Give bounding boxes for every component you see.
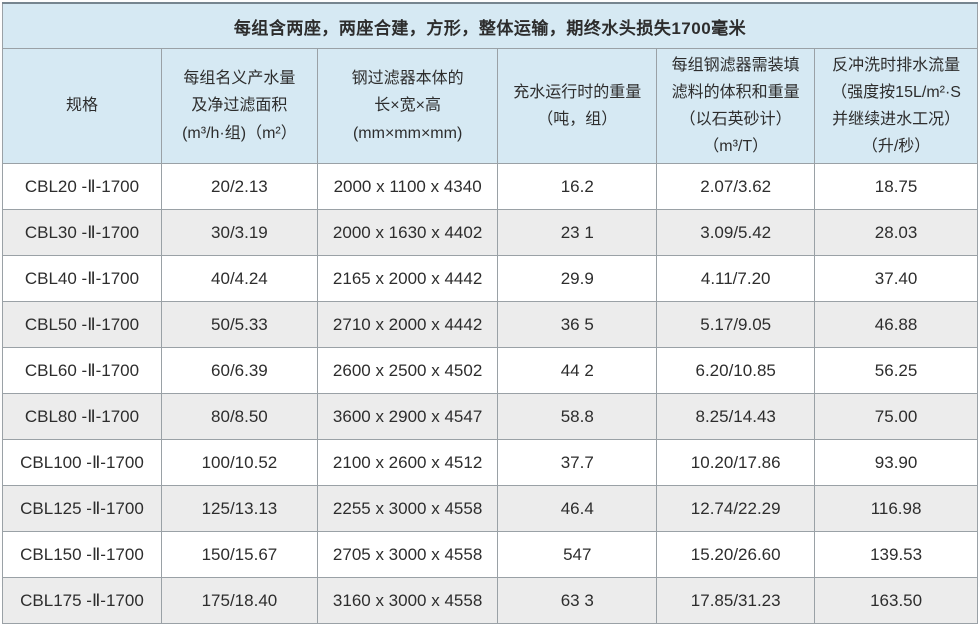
cell-weight: 23 1 — [497, 209, 658, 256]
table-title-row: 每组含两座，两座合建，方形，整体运输，期终水头损失1700毫米 — [2, 2, 978, 49]
cell-weight: 37.7 — [497, 439, 658, 486]
cell-media: 15.20/26.60 — [656, 531, 816, 578]
cell-media: 12.74/22.29 — [656, 485, 816, 532]
col-header-backwash: 反冲洗时排水流量 （强度按15L/m²·S 并继续进水工况） （升/秒） — [814, 48, 978, 164]
col-header-output-area: 每组名义产水量 及净过滤面积 (m³/h·组)（m²） — [160, 48, 318, 164]
col-header-dimensions: 钢过滤器本体的 长×宽×高 (mm×mm×mm) — [316, 48, 499, 164]
cell-weight: 58.8 — [497, 393, 658, 440]
cell-output: 80/8.50 — [160, 393, 318, 440]
cell-media: 10.20/17.86 — [656, 439, 816, 486]
cell-media: 3.09/5.42 — [656, 209, 816, 256]
col-header-weight: 充水运行时的重量 （吨，组） — [497, 48, 658, 164]
table-row: CBL80 -Ⅱ-1700 80/8.50 3600 x 2900 x 4547… — [2, 393, 978, 440]
table-row: CBL40 -Ⅱ-1700 40/4.24 2165 x 2000 x 4442… — [2, 255, 978, 302]
cell-output: 125/13.13 — [160, 485, 318, 532]
cell-backwash: 18.75 — [814, 163, 978, 210]
cell-model: CBL60 -Ⅱ-1700 — [2, 347, 162, 394]
col-header-media: 每组钢滤器需装填 滤料的体积和重量 （以石英砂计） （m³/T） — [656, 48, 816, 164]
cell-dimensions: 2000 x 1630 x 4402 — [316, 209, 499, 256]
table-row: CBL150 -Ⅱ-1700 150/15.67 2705 x 3000 x 4… — [2, 531, 978, 578]
cell-weight: 46.4 — [497, 485, 658, 532]
cell-output: 20/2.13 — [160, 163, 318, 210]
cell-backwash: 37.40 — [814, 255, 978, 302]
cell-dimensions: 3600 x 2900 x 4547 — [316, 393, 499, 440]
cell-weight: 44 2 — [497, 347, 658, 394]
cell-weight: 547 — [497, 531, 658, 578]
cell-backwash: 116.98 — [814, 485, 978, 532]
cell-backwash: 93.90 — [814, 439, 978, 486]
cell-output: 50/5.33 — [160, 301, 318, 348]
cell-output: 40/4.24 — [160, 255, 318, 302]
cell-dimensions: 3160 x 3000 x 4558 — [316, 577, 499, 624]
cell-model: CBL80 -Ⅱ-1700 — [2, 393, 162, 440]
table-row: CBL20 -Ⅱ-1700 20/2.13 2000 x 1100 x 4340… — [2, 163, 978, 210]
cell-media: 2.07/3.62 — [656, 163, 816, 210]
cell-model: CBL40 -Ⅱ-1700 — [2, 255, 162, 302]
cell-output: 100/10.52 — [160, 439, 318, 486]
table-row: CBL30 -Ⅱ-1700 30/3.19 2000 x 1630 x 4402… — [2, 209, 978, 256]
cell-dimensions: 2255 x 3000 x 4558 — [316, 485, 499, 532]
cell-backwash: 139.53 — [814, 531, 978, 578]
cell-dimensions: 2165 x 2000 x 4442 — [316, 255, 499, 302]
cell-backwash: 75.00 — [814, 393, 978, 440]
table-title: 每组含两座，两座合建，方形，整体运输，期终水头损失1700毫米 — [2, 2, 978, 49]
col-header-spec: 规格 — [2, 48, 162, 164]
cell-backwash: 46.88 — [814, 301, 978, 348]
cell-backwash: 163.50 — [814, 577, 978, 624]
cell-output: 30/3.19 — [160, 209, 318, 256]
cell-dimensions: 2600 x 2500 x 4502 — [316, 347, 499, 394]
cell-model: CBL175 -Ⅱ-1700 — [2, 577, 162, 624]
cell-media: 4.11/7.20 — [656, 255, 816, 302]
cell-output: 150/15.67 — [160, 531, 318, 578]
cell-model: CBL20 -Ⅱ-1700 — [2, 163, 162, 210]
cell-backwash: 56.25 — [814, 347, 978, 394]
cell-dimensions: 2000 x 1100 x 4340 — [316, 163, 499, 210]
cell-dimensions: 2710 x 2000 x 4442 — [316, 301, 499, 348]
cell-weight: 63 3 — [497, 577, 658, 624]
cell-model: CBL50 -Ⅱ-1700 — [2, 301, 162, 348]
table-row: CBL125 -Ⅱ-1700 125/13.13 2255 x 3000 x 4… — [2, 485, 978, 532]
cell-dimensions: 2100 x 2600 x 4512 — [316, 439, 499, 486]
cell-output: 60/6.39 — [160, 347, 318, 394]
cell-media: 17.85/31.23 — [656, 577, 816, 624]
table-row: CBL100 -Ⅱ-1700 100/10.52 2100 x 2600 x 4… — [2, 439, 978, 486]
cell-model: CBL125 -Ⅱ-1700 — [2, 485, 162, 532]
cell-model: CBL30 -Ⅱ-1700 — [2, 209, 162, 256]
cell-media: 8.25/14.43 — [656, 393, 816, 440]
table-header-row: 规格 每组名义产水量 及净过滤面积 (m³/h·组)（m²） 钢过滤器本体的 长… — [2, 48, 978, 164]
cell-model: CBL150 -Ⅱ-1700 — [2, 531, 162, 578]
cell-media: 6.20/10.85 — [656, 347, 816, 394]
cell-weight: 29.9 — [497, 255, 658, 302]
cell-model: CBL100 -Ⅱ-1700 — [2, 439, 162, 486]
cell-output: 175/18.40 — [160, 577, 318, 624]
table-row: CBL175 -Ⅱ-1700 175/18.40 3160 x 3000 x 4… — [2, 577, 978, 624]
cell-backwash: 28.03 — [814, 209, 978, 256]
table-row: CBL60 -Ⅱ-1700 60/6.39 2600 x 2500 x 4502… — [2, 347, 978, 394]
cell-media: 5.17/9.05 — [656, 301, 816, 348]
cell-weight: 36 5 — [497, 301, 658, 348]
cell-weight: 16.2 — [497, 163, 658, 210]
cell-dimensions: 2705 x 3000 x 4558 — [316, 531, 499, 578]
table-row: CBL50 -Ⅱ-1700 50/5.33 2710 x 2000 x 4442… — [2, 301, 978, 348]
